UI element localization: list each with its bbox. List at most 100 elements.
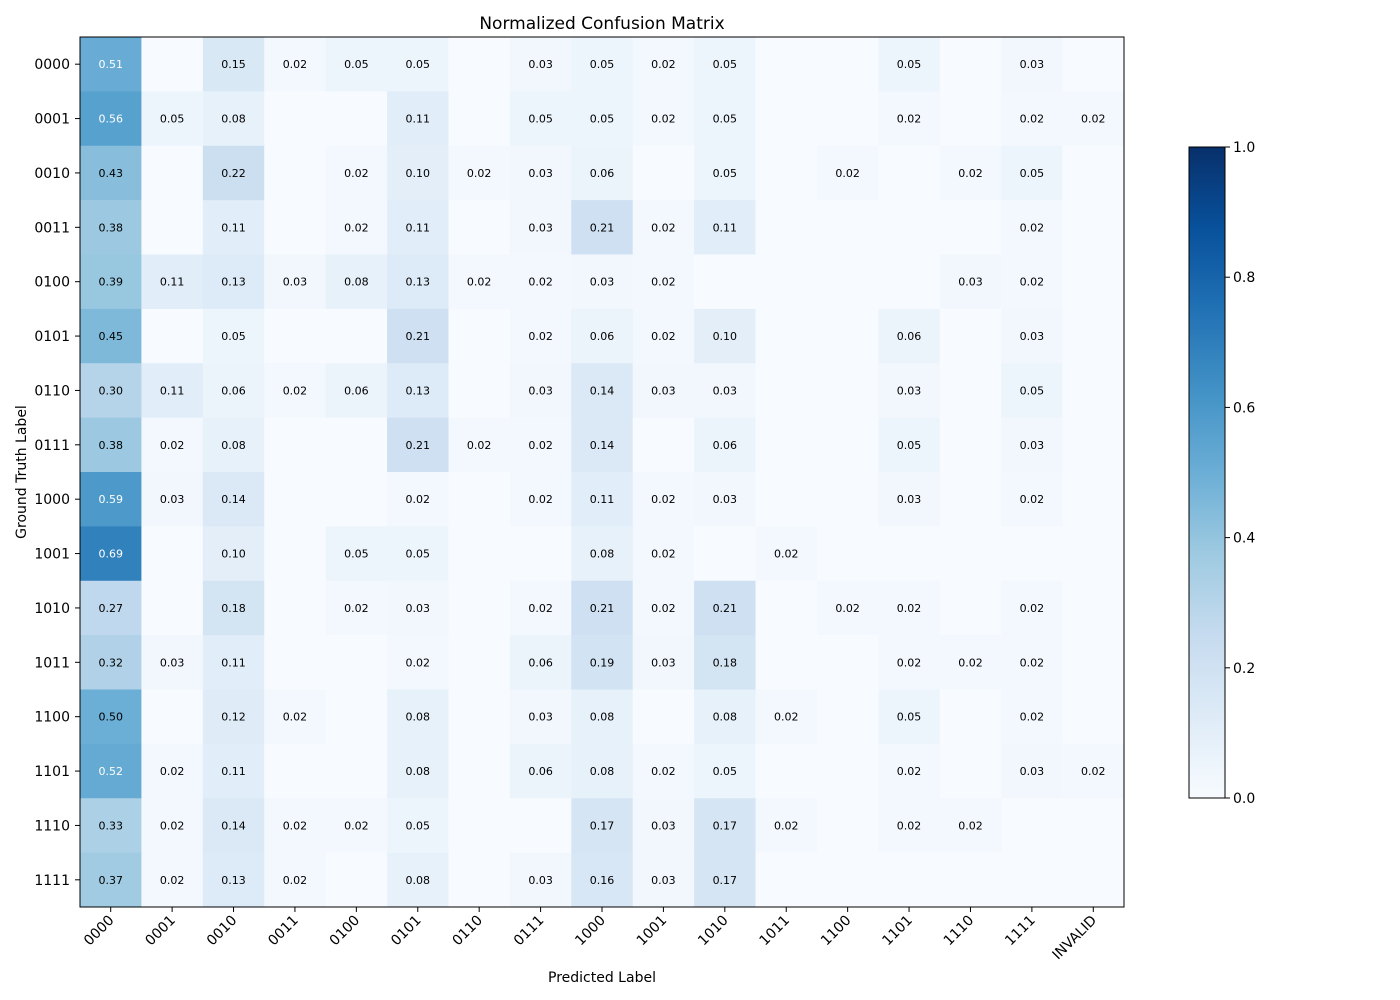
heatmap-cell (448, 526, 511, 582)
heatmap-cell (1062, 91, 1125, 147)
y-tick-label: 1010 (34, 601, 70, 617)
heatmap-cell (571, 254, 634, 310)
heatmap-cell (509, 37, 572, 92)
heatmap-cell (1062, 200, 1125, 255)
cell-value-label: 0.02 (283, 874, 308, 887)
cell-value-label: 0.02 (958, 819, 983, 832)
heatmap-cell (202, 635, 265, 690)
cell-value-label: 0.03 (528, 167, 553, 180)
heatmap-cell (571, 200, 634, 255)
y-tick-label: 1100 (34, 710, 70, 726)
heatmap-cell (509, 417, 572, 473)
cell-value-label: 0.02 (528, 330, 553, 343)
cell-value-label: 0.02 (835, 602, 860, 615)
heatmap-cell (571, 91, 634, 147)
heatmap-cell (878, 200, 941, 255)
heatmap-cell (448, 363, 511, 419)
heatmap-cell (1001, 689, 1064, 745)
heatmap-cell (80, 145, 142, 201)
heatmap-cell (1001, 852, 1064, 908)
heatmap-cell (632, 472, 695, 527)
heatmap-cell (141, 580, 204, 636)
heatmap-cell (80, 363, 142, 419)
heatmap-cell (694, 200, 757, 255)
cell-value-label: 0.02 (651, 548, 676, 561)
cell-value-label: 0.05 (590, 113, 615, 126)
heatmap-cell (939, 689, 1002, 745)
heatmap-cell (632, 580, 695, 636)
x-tick-label: 1000 (572, 913, 609, 950)
cell-value-label: 0.03 (651, 819, 676, 832)
cell-value-label: 0.02 (651, 602, 676, 615)
heatmap-cell (878, 580, 941, 636)
heatmap-cell (571, 743, 634, 799)
heatmap-cell (816, 417, 879, 473)
heatmap-cell (1062, 308, 1125, 364)
cell-value-label: 0.06 (713, 439, 738, 452)
heatmap-cells (80, 37, 1125, 908)
cell-value-label: 0.21 (406, 439, 431, 452)
heatmap-cell (1062, 526, 1125, 582)
cell-value-label: 0.03 (283, 276, 308, 289)
cell-value-label: 0.02 (406, 656, 431, 669)
heatmap-cell (264, 743, 327, 799)
cell-value-label: 0.39 (98, 276, 123, 289)
heatmap-cell (755, 526, 818, 582)
colorbar-ticks: 0.0 0.2 0.4 0.6 0.8 1.0 (1225, 140, 1255, 807)
cell-value-label: 0.69 (98, 548, 123, 561)
heatmap-cell (80, 91, 142, 147)
heatmap-cell (1001, 580, 1064, 636)
heatmap-cell (202, 91, 265, 147)
heatmap-cell (939, 37, 1002, 92)
cell-value-label: 0.08 (344, 276, 369, 289)
cell-value-label: 0.10 (713, 330, 738, 343)
cell-value-label: 0.11 (160, 276, 185, 289)
cell-value-label: 0.02 (283, 384, 308, 397)
heatmap-cell (448, 417, 511, 473)
cell-value-label: 0.56 (98, 113, 123, 126)
x-tick-label: 1010 (695, 913, 732, 950)
cell-value-label: 0.11 (221, 656, 246, 669)
y-tick-label: 0011 (34, 220, 70, 236)
cell-value-label: 0.02 (897, 113, 922, 126)
cell-value-label: 0.37 (98, 874, 123, 887)
heatmap-cell (632, 689, 695, 745)
heatmap-cell (448, 743, 511, 799)
heatmap-cell (632, 852, 695, 908)
heatmap-cell (509, 526, 572, 582)
heatmap-cell (325, 37, 388, 92)
colorbar-tick-label: 0.6 (1233, 400, 1255, 416)
cell-value-label: 0.02 (1020, 276, 1045, 289)
heatmap-cell (939, 254, 1002, 310)
heatmap-cell (387, 580, 449, 636)
heatmap-cell (264, 254, 327, 310)
cell-value-label: 0.02 (774, 819, 799, 832)
cell-value-label: 0.11 (160, 384, 185, 397)
heatmap-cell (264, 363, 327, 419)
cell-value-label: 0.03 (897, 384, 922, 397)
heatmap-cell (387, 254, 449, 310)
heatmap-cell (1001, 308, 1064, 364)
heatmap-cell (325, 743, 388, 799)
cell-value-label: 0.02 (651, 276, 676, 289)
heatmap-cell (509, 308, 572, 364)
heatmap-cell (755, 635, 818, 690)
x-tick-label: 0111 (511, 913, 548, 950)
cell-value-label: 0.02 (774, 548, 799, 561)
cell-value-label: 0.02 (651, 330, 676, 343)
heatmap-cell (448, 635, 511, 690)
x-tick-label: 1110 (941, 913, 978, 950)
cell-value-label: 0.02 (283, 58, 308, 71)
heatmap-cell (632, 526, 695, 582)
heatmap-cell (1062, 798, 1125, 854)
heatmap-cell (509, 852, 572, 908)
heatmap-cell (755, 580, 818, 636)
heatmap-cell (878, 308, 941, 364)
heatmap-cell (141, 417, 204, 473)
cell-value-label: 0.45 (98, 330, 123, 343)
cell-value-label: 0.05 (221, 330, 246, 343)
heatmap-cell (448, 580, 511, 636)
heatmap-cell (141, 526, 204, 582)
heatmap-cell (80, 852, 142, 908)
heatmap-cell (80, 254, 142, 310)
